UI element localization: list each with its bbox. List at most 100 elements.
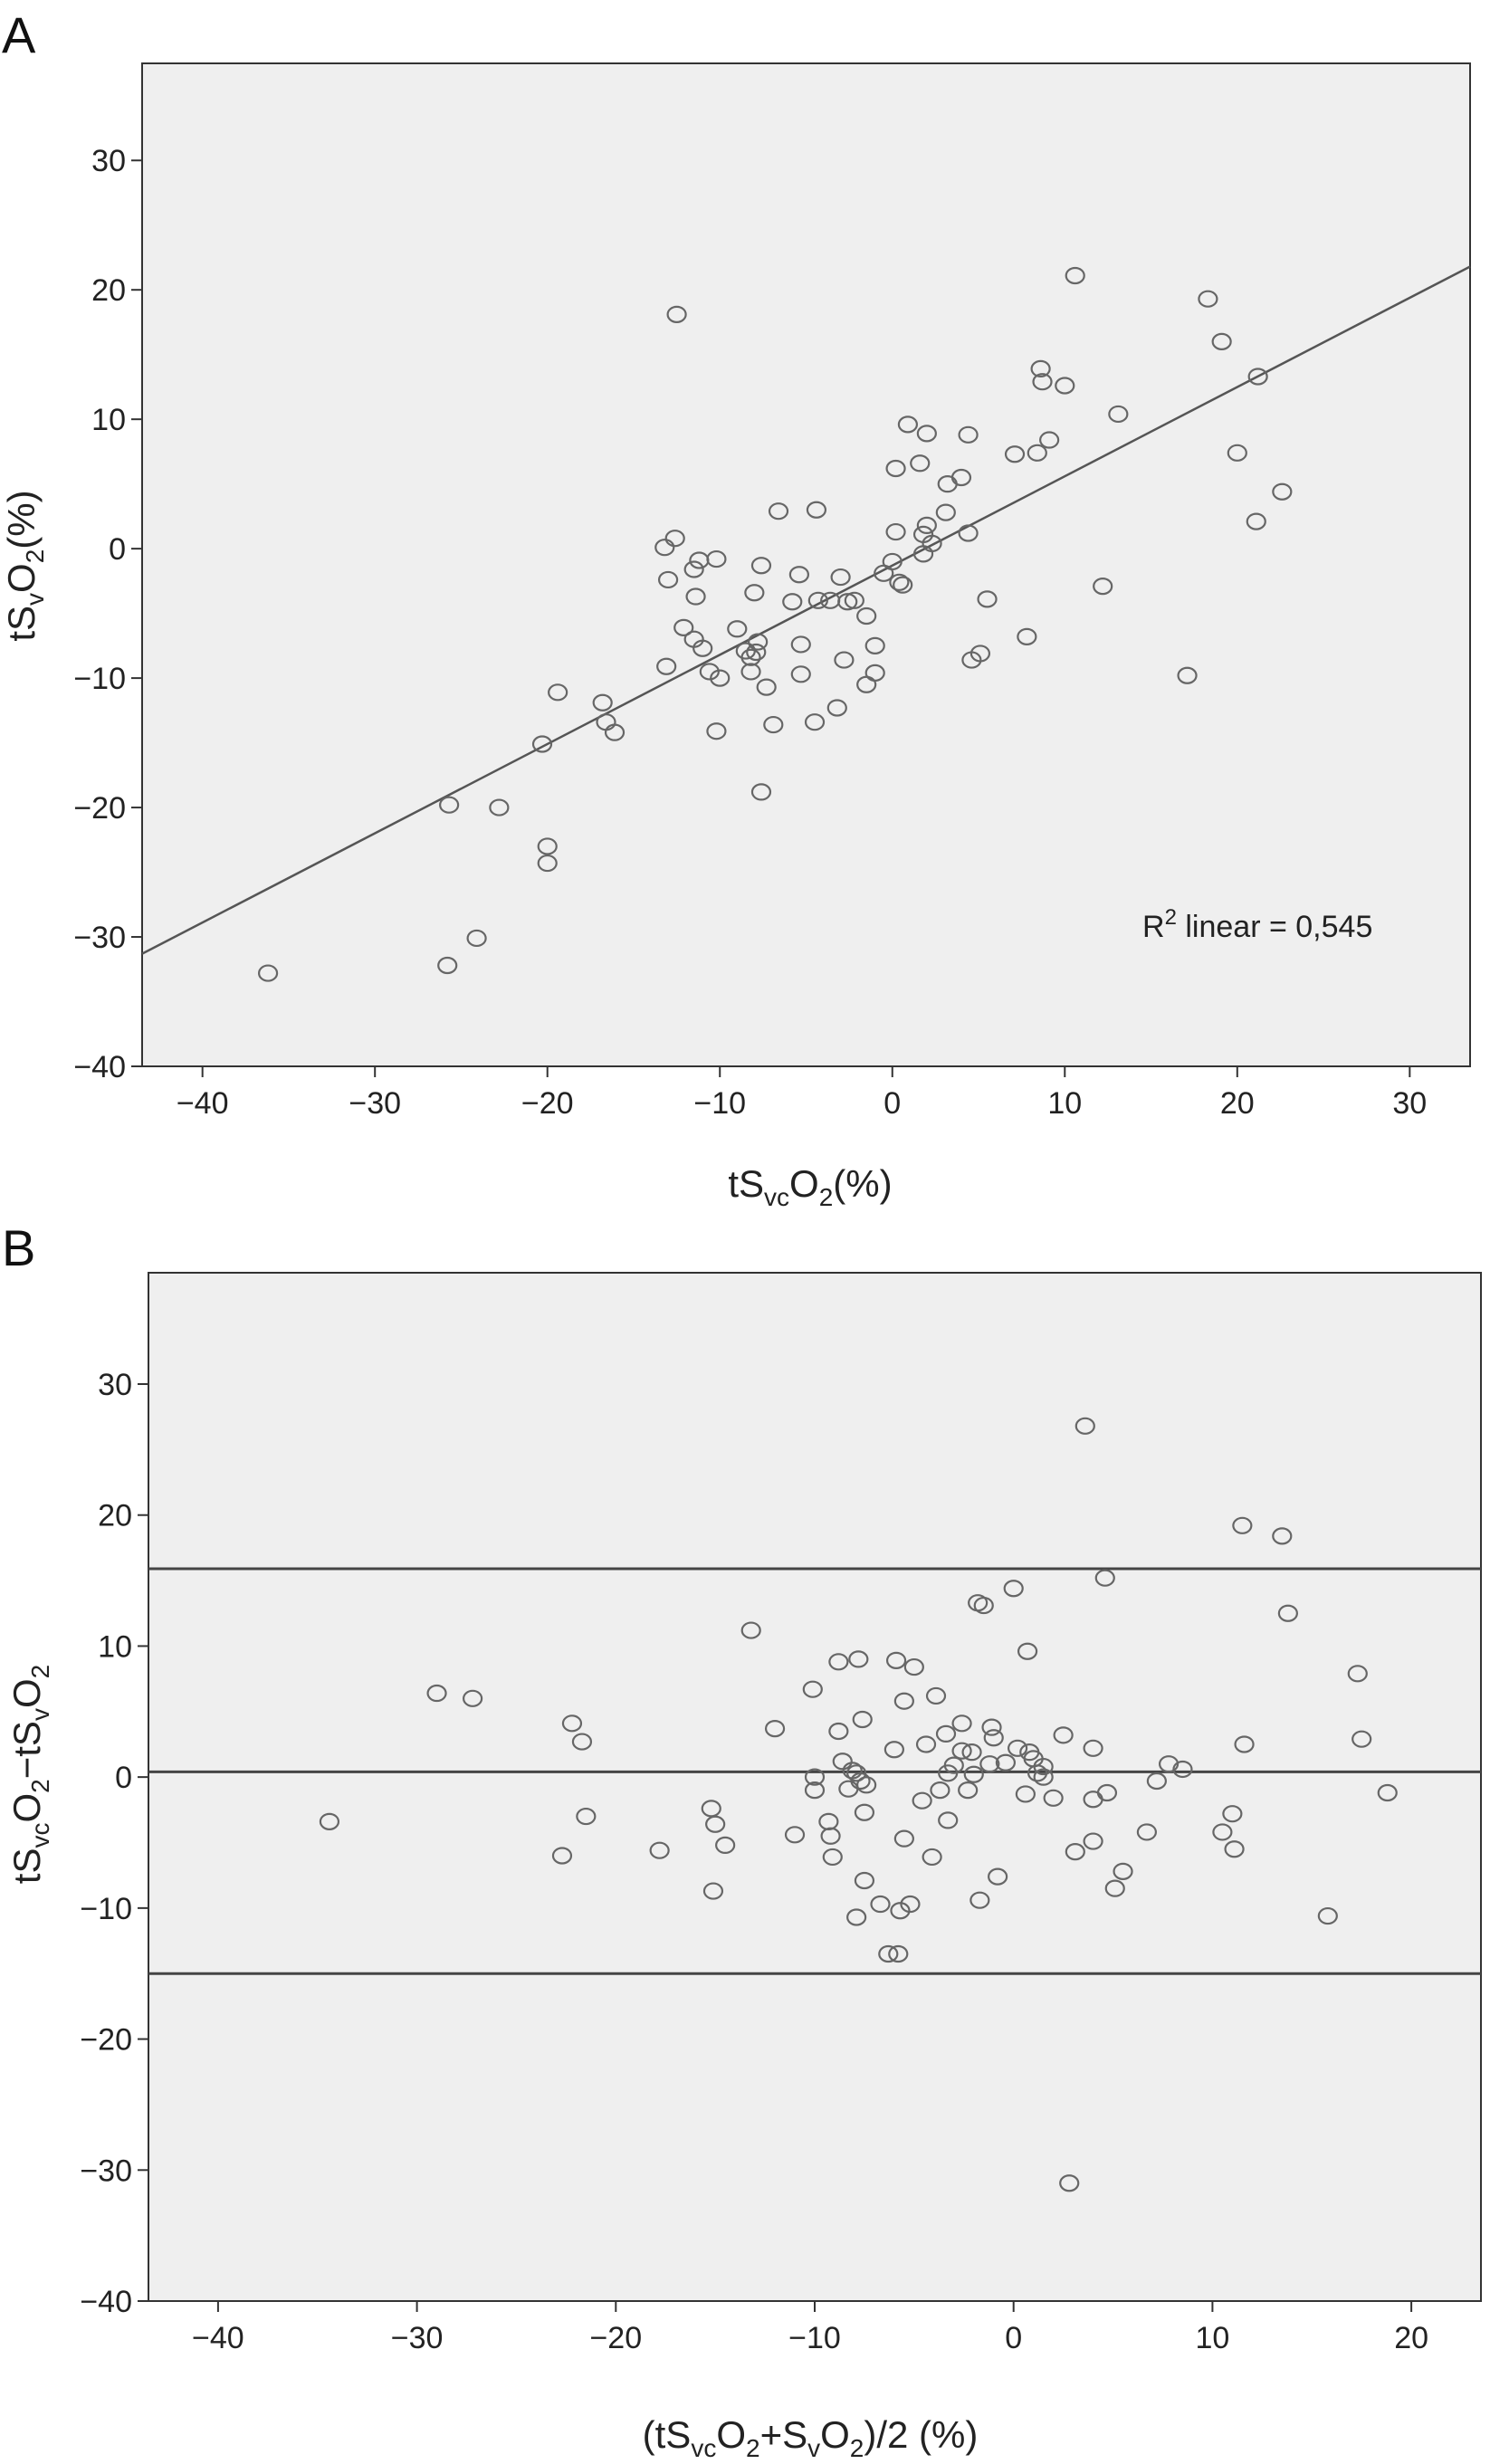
data-point: [1108, 405, 1129, 424]
data-point: [1146, 1772, 1167, 1791]
data-point: [706, 722, 727, 740]
data-point: [319, 1812, 340, 1830]
data-point: [961, 1743, 982, 1762]
data-point: [1377, 1783, 1398, 1802]
data-point: [846, 1764, 867, 1782]
data-point: [950, 468, 972, 487]
data-point: [883, 1741, 904, 1759]
data-point: [1083, 1832, 1103, 1850]
data-point: [1317, 1906, 1338, 1925]
data-point: [426, 1684, 447, 1703]
data-point: [804, 713, 826, 731]
x-tick-label: 10: [1195, 2321, 1229, 2355]
data-point: [804, 1781, 826, 1800]
data-point: [1030, 359, 1051, 378]
y-tick-label: −10: [80, 1892, 132, 1926]
r-squared-exponent: 2: [1165, 905, 1177, 930]
data-point: [983, 1729, 1004, 1747]
data-point: [1347, 1665, 1368, 1683]
x-tick-label: −20: [521, 1086, 574, 1121]
data-point: [1211, 332, 1232, 350]
data-point: [788, 566, 809, 584]
data-point: [856, 675, 877, 693]
data-point: [576, 1807, 597, 1826]
data-point: [969, 1891, 990, 1909]
data-point: [657, 570, 679, 589]
data-point: [897, 415, 919, 434]
data-point: [889, 573, 910, 591]
data-point: [666, 305, 687, 323]
data-point: [844, 591, 864, 609]
data-point: [893, 576, 913, 594]
data-point: [437, 956, 458, 975]
data-point: [466, 929, 487, 948]
data-point: [912, 1791, 932, 1810]
data-point: [1094, 1569, 1115, 1587]
y-tick-label: 10: [91, 403, 126, 437]
x-tick-label: 20: [1220, 1086, 1255, 1121]
y-tick-label: −10: [73, 662, 126, 696]
data-point: [882, 552, 903, 571]
data-point: [1043, 1789, 1064, 1807]
data-point: [746, 643, 767, 662]
data-point: [604, 723, 626, 741]
data-point: [750, 557, 772, 575]
data-point: [1032, 373, 1053, 391]
x-tick-label: 30: [1392, 1086, 1427, 1121]
data-point: [802, 1680, 823, 1698]
data-point: [561, 1714, 583, 1733]
data-point: [973, 1596, 994, 1615]
data-point: [764, 1720, 786, 1738]
data-point: [951, 1714, 972, 1733]
data-point: [531, 735, 553, 753]
y-tick-label: 20: [91, 273, 126, 308]
data-point: [856, 1776, 877, 1794]
panel-a-fit-line-group: [141, 265, 1471, 955]
data-point: [1246, 512, 1266, 530]
data-point: [1015, 1785, 1036, 1803]
data-point: [701, 1800, 721, 1818]
data-point: [705, 1815, 726, 1833]
data-point: [935, 1724, 957, 1743]
panel-a-x-ticks: −40 −30 −20 −10 0 10 20 30: [177, 1066, 1427, 1121]
panel-a-y-axis-title: tSvO2(%): [0, 490, 49, 641]
panel-a-y-ticks: −40 −30 −20 −10 0 10 20 30: [73, 144, 142, 1084]
data-point: [893, 1829, 914, 1848]
data-point: [820, 1827, 841, 1845]
data-point: [807, 591, 828, 609]
data-point: [257, 964, 279, 982]
data-point: [1033, 1757, 1054, 1776]
y-tick-label: −40: [80, 2285, 132, 2319]
data-point: [1033, 1768, 1054, 1786]
data-point: [656, 657, 677, 675]
data-point: [551, 1847, 573, 1865]
data-point: [654, 539, 675, 557]
x-tick-label: 10: [1047, 1086, 1082, 1121]
data-point: [846, 1908, 867, 1926]
data-point: [1075, 1417, 1095, 1435]
data-point: [664, 530, 685, 548]
x-tick-label: 20: [1394, 2321, 1428, 2355]
data-point: [981, 1718, 1002, 1736]
data-point: [832, 1752, 853, 1771]
x-tick-label: −30: [349, 1086, 401, 1121]
data-point: [1136, 1823, 1158, 1841]
r-squared-annotation: R2 linear = 0,545: [1142, 905, 1372, 944]
data-point: [537, 837, 558, 855]
data-point: [537, 854, 558, 873]
data-point: [784, 1826, 806, 1844]
panel-b-points: [319, 1417, 1398, 2192]
data-point: [1017, 627, 1037, 645]
data-point: [1003, 1580, 1024, 1598]
data-point: [1027, 444, 1047, 462]
data-point: [790, 635, 811, 654]
data-point: [673, 618, 694, 636]
data-point: [790, 665, 811, 683]
data-point: [1277, 1604, 1298, 1622]
data-point: [740, 663, 761, 681]
data-point: [969, 645, 991, 663]
data-point: [1104, 1879, 1125, 1897]
data-point: [715, 1836, 736, 1854]
